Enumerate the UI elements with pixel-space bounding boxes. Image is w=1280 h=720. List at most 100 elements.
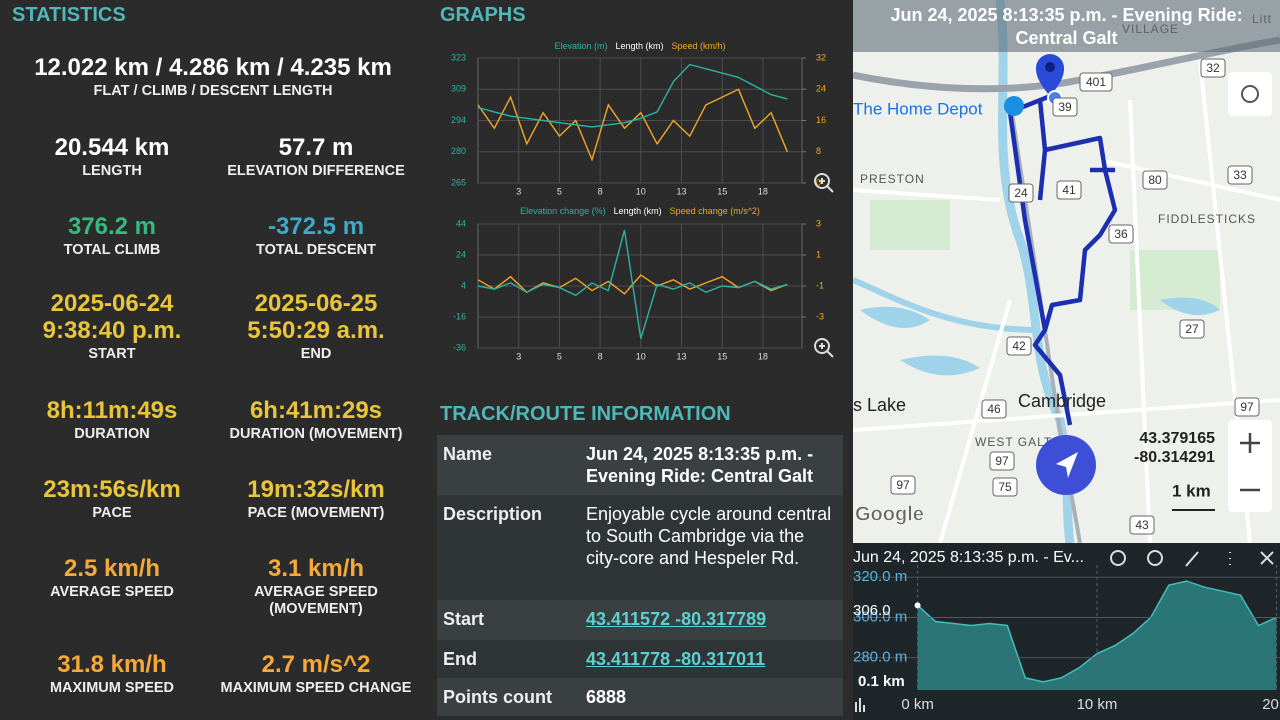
info-value[interactable]: 43.411778 -80.317011 xyxy=(586,649,766,669)
x-tick-label: 20 k xyxy=(1262,696,1280,713)
y-tick-label: 320.0 m xyxy=(853,568,907,585)
map-label: FIDDLESTICKS xyxy=(1158,212,1256,226)
info-label: Points count xyxy=(443,687,552,707)
legend-entry: Length (km) xyxy=(615,41,663,51)
road-number: 401 xyxy=(1086,75,1106,89)
stat-label: LENGTH xyxy=(82,163,142,179)
map-label: The Home Depot xyxy=(853,99,983,118)
x-tick-label: 18 xyxy=(758,186,768,196)
stat-label: AVERAGE SPEED (MOVEMENT) xyxy=(254,584,378,617)
legend-entry: Speed change (m/s^2) xyxy=(670,206,760,216)
toolbar-icon[interactable] xyxy=(1147,550,1163,566)
map[interactable]: VILLAGELitt4013932The Home DepotPRESTON4… xyxy=(853,0,1280,543)
stat-label: ELEVATION DIFFERENCE xyxy=(227,163,405,179)
road-badge: 27 xyxy=(1179,319,1205,339)
stat: 2.5 km/h AVERAGE SPEED xyxy=(10,555,214,601)
chart-icon[interactable] xyxy=(855,698,865,712)
road-badge: 80 xyxy=(1142,170,1168,190)
legend-entry: Elevation (m) xyxy=(554,41,607,51)
road-badge: 39 xyxy=(1052,97,1078,117)
badge-box xyxy=(890,475,916,495)
stat-value: 12.022 km / 4.286 km / 4.235 km xyxy=(34,54,392,81)
x-tick-label: 15 xyxy=(717,186,727,196)
stat-value: 31.8 km/h xyxy=(57,651,167,678)
map-label: s Lake xyxy=(853,395,906,415)
stat: 6h:41m:29s DURATION (MOVEMENT) xyxy=(214,397,418,443)
road-number: 41 xyxy=(1062,183,1076,197)
stat: 3.1 km/h AVERAGE SPEED (MOVEMENT) xyxy=(214,555,418,618)
legend-entry: Speed (km/h) xyxy=(672,41,726,51)
road xyxy=(1008,99,1082,543)
road-number: 32 xyxy=(1206,61,1220,75)
title-band xyxy=(853,0,1280,52)
y-tick-label: 300.0 m xyxy=(853,608,907,625)
badge-box xyxy=(1227,165,1253,185)
toolbar-icon[interactable] xyxy=(1185,551,1199,567)
info-label: Description xyxy=(443,504,543,524)
x-tick-label: 8 xyxy=(598,186,603,196)
y-tick-label: 265 xyxy=(451,177,466,187)
road-number: 80 xyxy=(1148,173,1162,187)
info-value: Jun 24, 2025 8:13:35 p.m. - Evening Ride… xyxy=(586,444,814,486)
x-tick-label: 10 xyxy=(636,186,646,196)
x-tick-label: 10 xyxy=(636,351,646,361)
map-scale: 1 km xyxy=(1172,481,1211,500)
x-tick-label: 13 xyxy=(677,186,687,196)
locate-button[interactable] xyxy=(1228,72,1272,116)
profile-marker xyxy=(914,602,921,609)
stat-value: 6h:41m:29s xyxy=(249,397,383,424)
nav-arrow xyxy=(1056,452,1078,478)
distance-label: 0.1 km xyxy=(858,673,905,690)
zoom-buttons[interactable] xyxy=(1228,420,1272,512)
profile-toolbar[interactable] xyxy=(1110,550,1274,567)
info-value: Enjoyable cycle around central to South … xyxy=(586,504,832,568)
toolbar-icon[interactable] xyxy=(1110,550,1126,566)
map-title: Jun 24, 2025 8:13:35 p.m. - Evening Ride… xyxy=(890,5,1243,48)
info-row: Start 43.411572 -80.317789 xyxy=(437,600,843,640)
stat: 8h:11m:49s DURATION xyxy=(10,397,214,443)
park xyxy=(870,200,950,250)
zoom-icon[interactable] xyxy=(814,173,830,189)
marker-label: 306.0 xyxy=(853,602,891,619)
x-tick-label: 10 km xyxy=(1077,696,1118,713)
zoom-icon[interactable] xyxy=(814,338,830,354)
y-tick-label: -36 xyxy=(453,342,466,352)
poi-icon[interactable] xyxy=(1004,96,1024,116)
stat-label: TOTAL DESCENT xyxy=(255,242,377,258)
stat-value: -372.5 m xyxy=(267,213,365,240)
info-label: Start xyxy=(443,609,485,629)
road-badge: 97 xyxy=(890,475,916,495)
info-label: End xyxy=(443,649,477,669)
road-number: 97 xyxy=(995,454,1009,468)
badge-box xyxy=(1142,170,1168,190)
y2-tick-label: 1 xyxy=(816,249,821,259)
info-value[interactable]: 43.411572 -80.317789 xyxy=(586,609,767,629)
start-pin[interactable] xyxy=(1036,54,1064,96)
close-icon[interactable] xyxy=(1260,551,1274,565)
road-badge: 42 xyxy=(1006,336,1032,356)
section-title: STATISTICS xyxy=(12,4,126,26)
legend-entry: Length (km) xyxy=(614,206,662,216)
info-value: 6888 xyxy=(586,687,627,707)
road-number: 97 xyxy=(1240,400,1254,414)
badge-box xyxy=(1006,336,1032,356)
track-info-table: Name Jun 24, 2025 8:13:35 p.m. - Evening … xyxy=(437,435,843,716)
stat-value: 19m:32s/km xyxy=(247,476,385,503)
road-number: 46 xyxy=(987,402,1001,416)
series-line xyxy=(477,88,788,162)
badge-box xyxy=(1129,515,1155,535)
stat-label: DURATION xyxy=(74,426,150,442)
stat-value: 57.7 m xyxy=(278,134,354,161)
zoom-graph-icons[interactable] xyxy=(814,173,834,358)
y2-tick-label: 8 xyxy=(816,146,821,156)
stat-value: 2025-06-25 5:50:29 a.m. xyxy=(247,290,385,344)
stat: 12.022 km / 4.286 km / 4.235 km FLAT / CL… xyxy=(0,54,426,100)
road-badge: 97 xyxy=(1234,397,1260,417)
info-row: Description Enjoyable cycle around centra… xyxy=(437,495,843,600)
stat-value: 2.5 km/h xyxy=(63,555,161,582)
road-number: 39 xyxy=(1058,100,1072,114)
profile-line xyxy=(917,580,1277,683)
x-tick-label: 8 xyxy=(598,351,603,361)
badge-box xyxy=(981,399,1007,419)
road-badge: 41 xyxy=(1056,180,1082,200)
